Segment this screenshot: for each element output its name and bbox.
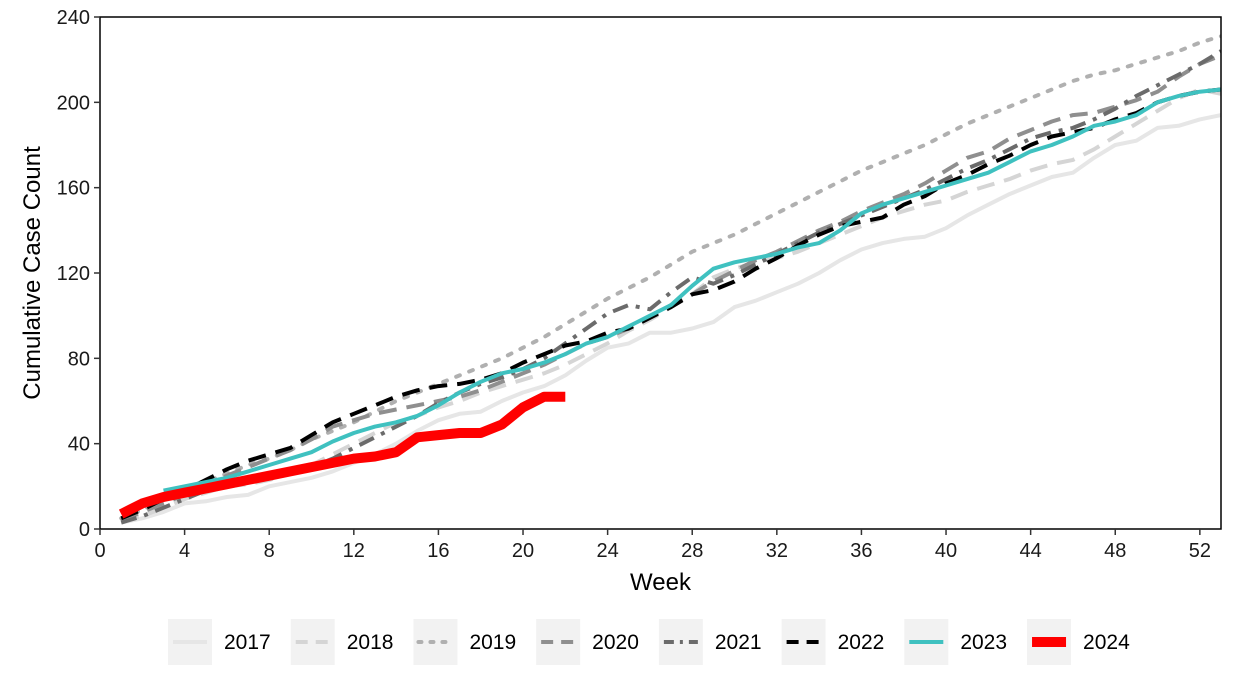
x-tick-label: 36 [850,540,872,562]
y-tick-label: 200 [57,92,90,114]
series-line-2024 [118,391,566,519]
x-tick-label: 32 [766,540,788,562]
legend-item-2024: 2024 [1027,619,1130,665]
x-tick-label: 44 [1020,540,1042,562]
legend-label: 2019 [469,631,516,654]
y-axis-title: Cumulative Case Count [19,146,46,400]
y-tick-label: 240 [57,7,90,29]
legend-label: 2024 [1083,631,1130,654]
x-tick-label: 40 [935,540,957,562]
legend-label: 2022 [838,631,885,654]
legend-item-2022: 2022 [781,619,885,665]
legend-label: 2023 [960,631,1007,654]
x-tick-label: 28 [681,540,703,562]
x-tick-label: 16 [427,540,449,562]
legend-label: 2017 [224,631,271,654]
legend-item-2019: 2019 [413,619,516,665]
y-tick-label: 80 [68,348,90,370]
legend: 2017 2018 2019 2020 2021 2022 2023 2024 [168,619,1130,665]
series-layer [118,34,1221,525]
x-tick-label: 52 [1189,540,1211,562]
legend-label: 2018 [347,631,394,654]
x-tick-label: 48 [1104,540,1126,562]
series-line-2019 [119,34,1221,521]
series-line-2017 [120,113,1221,525]
y-tick-label: 120 [57,263,90,285]
legend-item-2021: 2021 [658,619,762,665]
legend-label: 2021 [715,631,762,654]
legend-item-2017: 2017 [168,619,271,665]
legend-item-2023: 2023 [904,619,1007,665]
legend-label: 2020 [592,631,639,654]
series-line-2023 [163,87,1221,493]
x-axis: 0 4 8 12 16 20 24 28 32 36 40 44 48 52 [94,529,1211,562]
x-tick-label: 12 [343,540,365,562]
y-tick-label: 40 [68,434,90,456]
x-tick-label: 24 [596,540,618,562]
x-tick-label: 4 [179,540,190,562]
x-tick-label: 20 [512,540,534,562]
x-tick-label: 8 [264,540,275,562]
x-tick-label: 0 [94,540,105,562]
y-tick-label: 160 [57,178,90,200]
legend-item-2018: 2018 [290,619,394,665]
y-tick-label: 0 [79,519,90,541]
x-axis-title: Week [630,569,692,596]
y-axis: 0 40 80 120 160 200 240 [57,7,100,541]
plot-frame [99,16,1222,530]
legend-item-2020: 2020 [536,619,639,665]
